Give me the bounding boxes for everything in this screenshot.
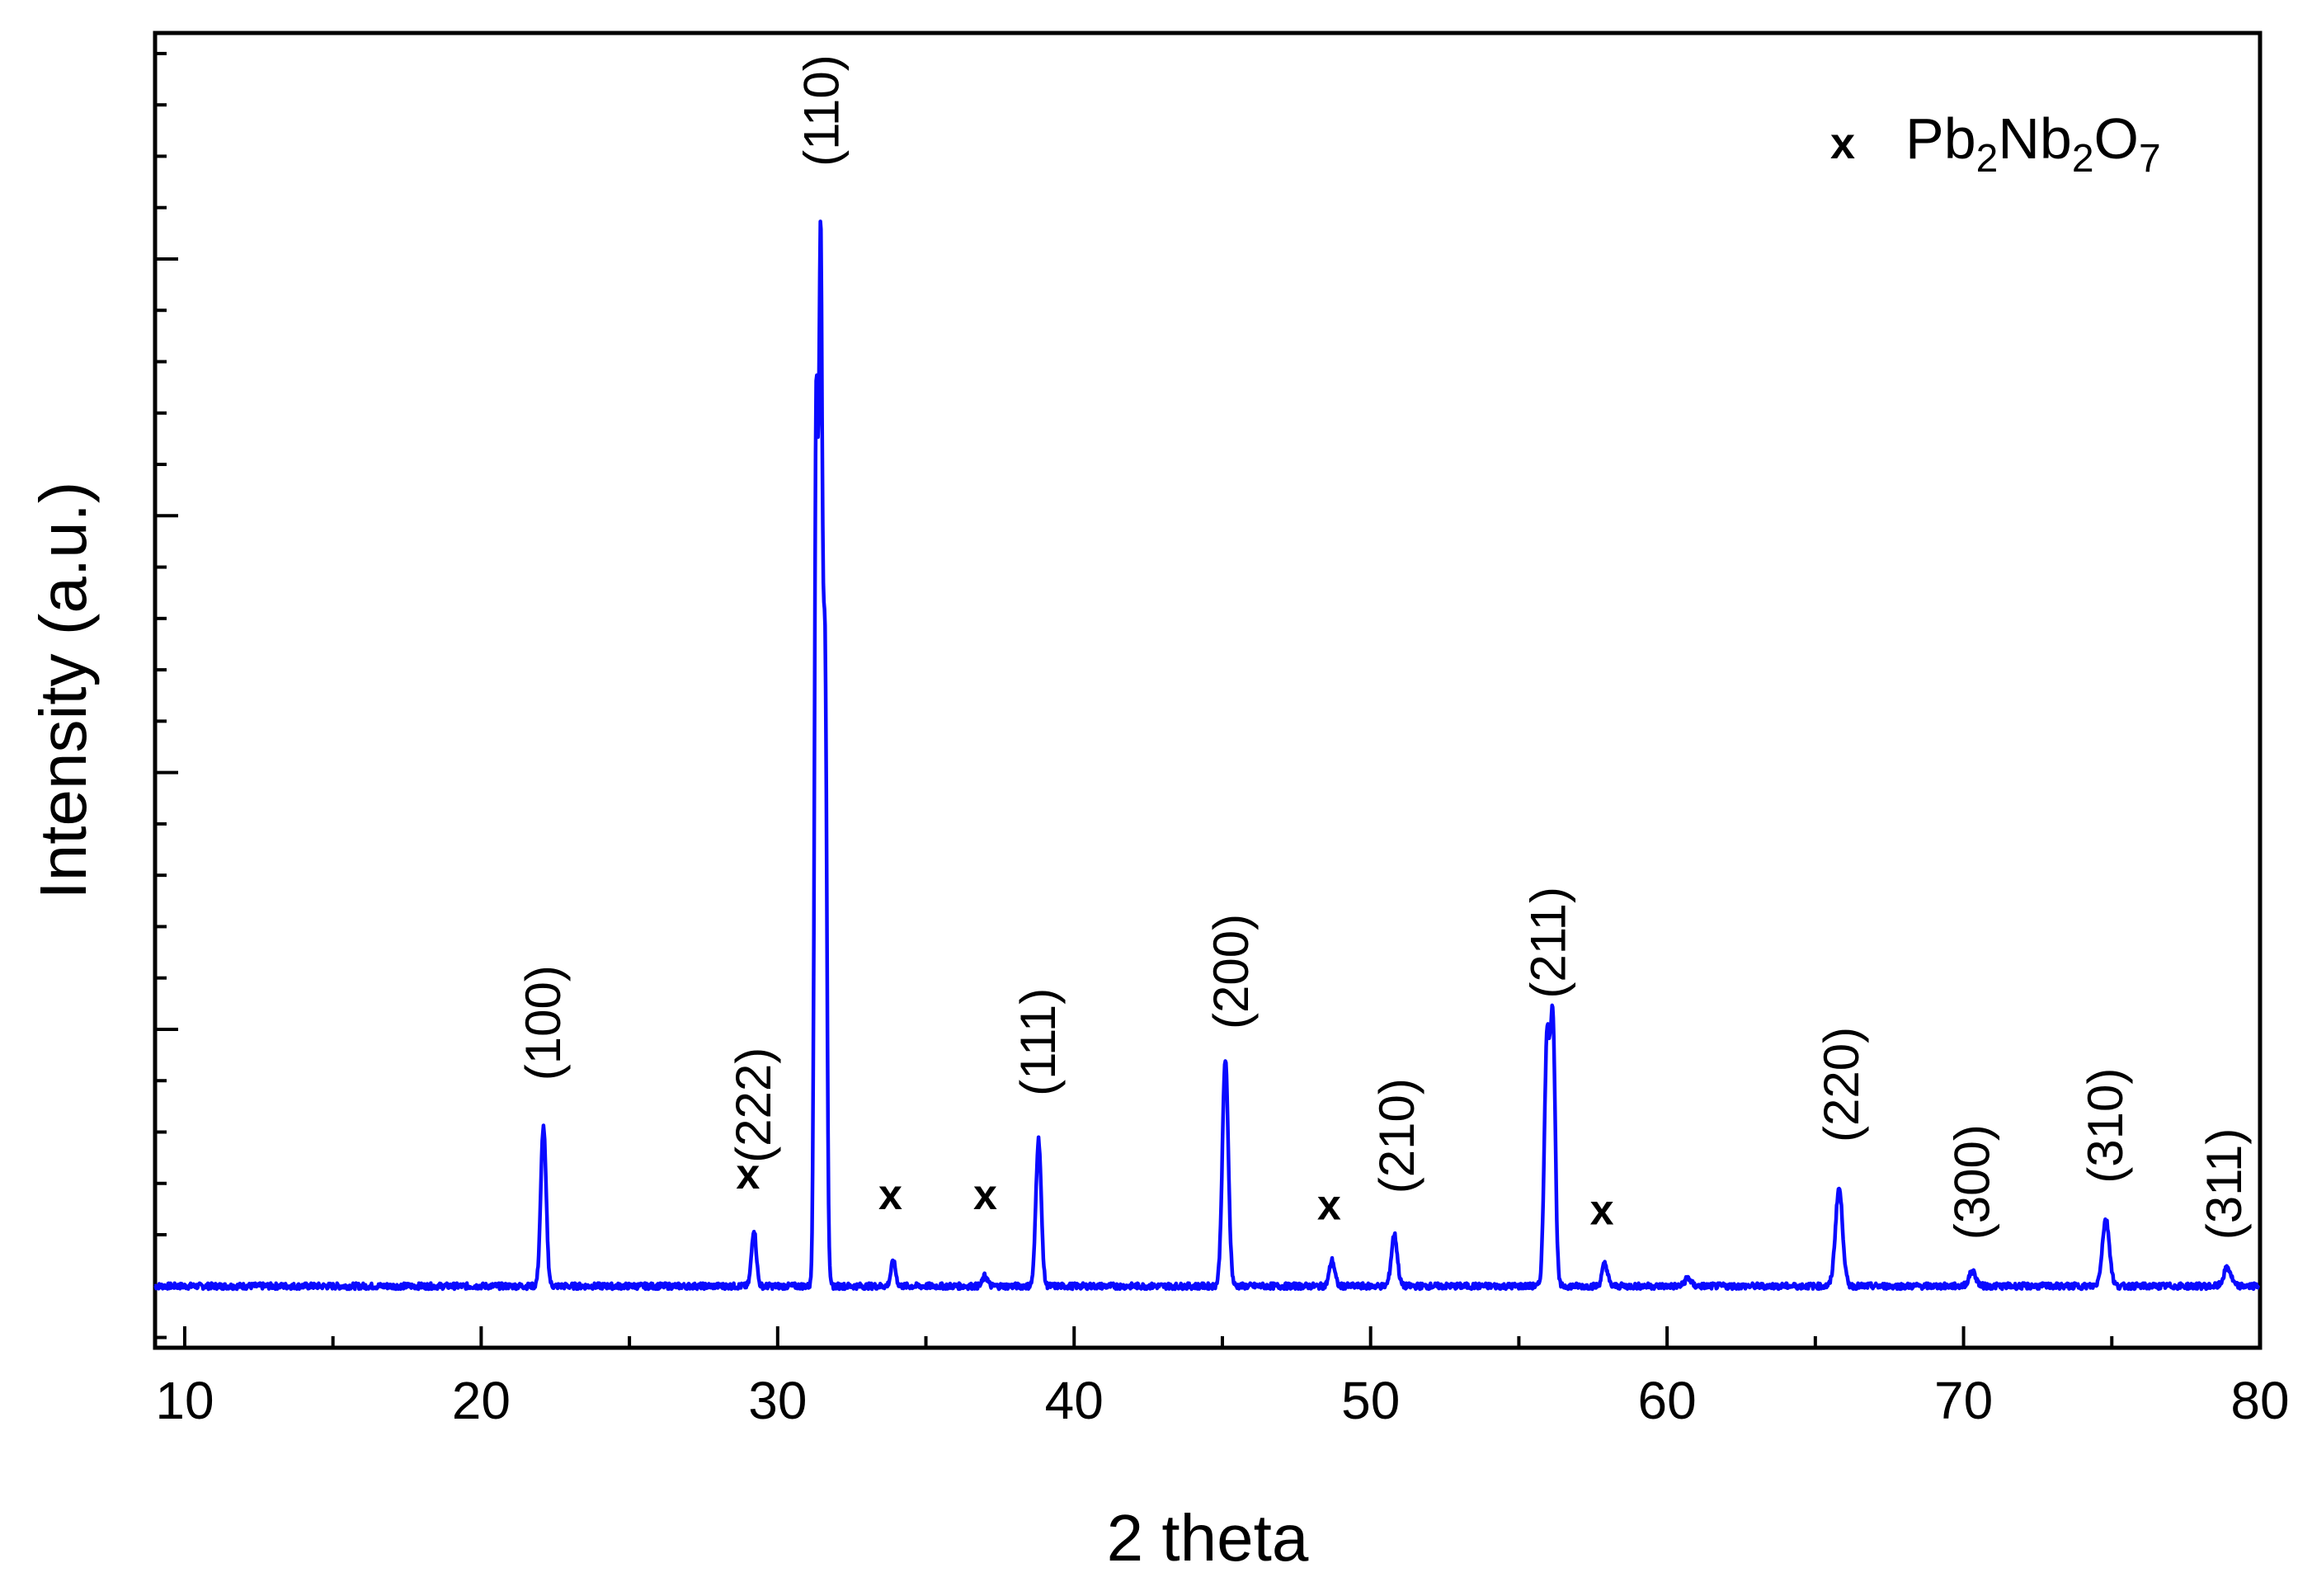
hkl-label: (200) [1203,914,1259,1029]
x-axis-ticks: 10 20 30 40 50 60 70 80 [155,1326,2290,1430]
impurity-marker: x [736,1151,760,1198]
legend-label-sub3: 7 [2139,137,2161,181]
impurity-marker: x [973,1171,997,1219]
legend-label-pb: Pb [1905,106,1976,171]
x-tick-label: 60 [1638,1371,1697,1430]
hkl-label: (111) [1010,988,1066,1096]
xrd-series-line [153,219,2261,1292]
legend-label-sub2: 2 [2072,137,2094,181]
hkl-label: (211) [1520,887,1575,999]
hkl-label: (300) [1944,1124,1999,1240]
legend-marker: x [1830,119,1855,168]
legend-label-o: O [2094,106,2139,171]
x-tick-label: 80 [2230,1371,2289,1430]
x-tick-label: 50 [1341,1371,1400,1430]
hkl-label: (210) [1369,1078,1424,1193]
x-tick-label: 70 [1934,1371,1993,1430]
y-axis-ticks [155,51,178,1339]
legend-label-sub1: 2 [1976,137,1999,181]
legend-label-nb: Nb [1998,106,2071,171]
x-axis-label: 2 theta [1107,1501,1309,1575]
x-tick-label: 10 [155,1371,214,1430]
x-tick-label: 20 [452,1371,511,1430]
hkl-label: (100) [516,965,571,1080]
legend: x Pb2Nb2O7 [1830,106,2161,181]
y-axis-label: Intensity (a.u.) [26,482,100,900]
impurity-marker: x [1590,1187,1614,1235]
hkl-label: (311) [2197,1128,2252,1241]
x-tick-label: 30 [748,1371,807,1430]
hkl-label: (220) [1814,1027,1869,1142]
x-tick-label: 40 [1045,1371,1104,1430]
peak-annotations: (100)(222)x(110)x x(111)(200)x(210)(211)x… [516,54,2252,1240]
impurity-marker: x [1317,1181,1341,1229]
legend-label: Pb2Nb2O7 [1905,106,2161,181]
impurity-marker: x [878,1171,902,1219]
hkl-label: (222) [726,1048,781,1163]
plot-frame [153,31,2263,1350]
hkl-label: (310) [2078,1068,2133,1184]
hkl-label: (110) [794,54,850,167]
